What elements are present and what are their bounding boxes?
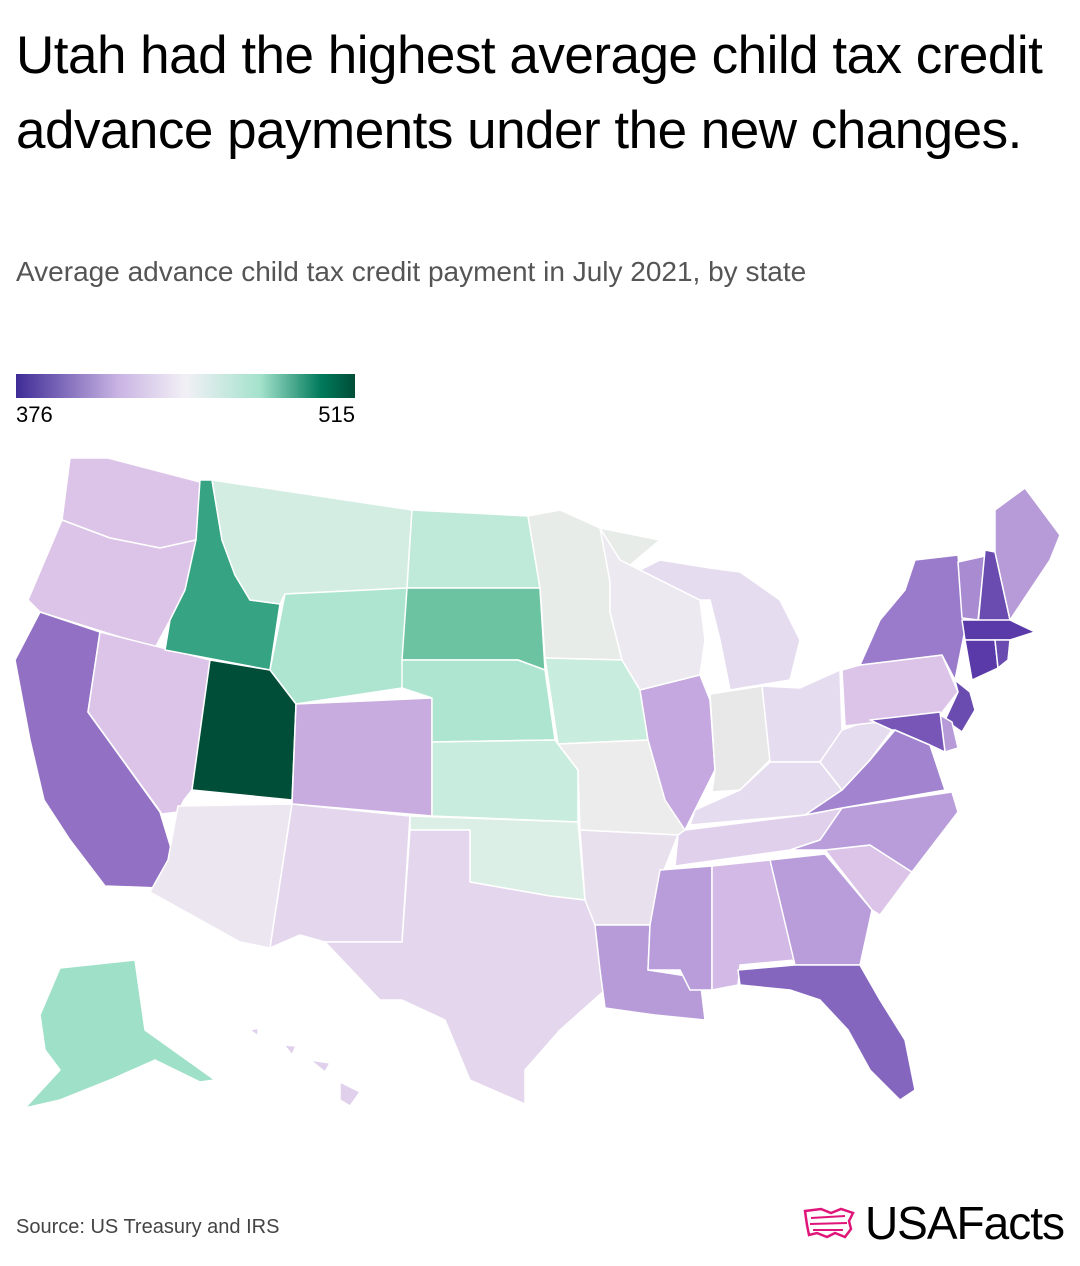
state-ak[interactable] [24, 959, 216, 1109]
us-choropleth-map [14, 457, 1061, 1109]
state-ga[interactable] [769, 853, 873, 966]
state-ny[interactable] [859, 554, 966, 681]
legend-min-label: 376 [16, 402, 53, 427]
state-md[interactable] [869, 711, 946, 753]
state-ct[interactable] [964, 639, 999, 681]
state-az[interactable] [149, 803, 293, 949]
state-sd[interactable] [401, 587, 546, 671]
state-nd[interactable] [406, 509, 541, 589]
state-me[interactable] [994, 487, 1061, 621]
state-nm[interactable] [269, 803, 411, 949]
state-co[interactable] [291, 697, 433, 817]
state-ma[interactable] [961, 619, 1036, 641]
legend-gradient-bar [16, 374, 355, 398]
chart-title: Utah had the highest average child tax c… [16, 26, 1043, 160]
state-tx[interactable] [324, 829, 606, 1105]
source-note: Source: US Treasury and IRS [16, 1216, 280, 1238]
usafacts-logo: USAFacts [801, 1196, 1065, 1250]
chart-subtitle: Average advance child tax credit payment… [16, 256, 807, 287]
legend-max-label: 515 [318, 402, 355, 427]
state-nj[interactable] [944, 679, 976, 733]
state-fl[interactable] [737, 964, 916, 1101]
state-hi[interactable] [249, 1027, 361, 1107]
state-wy[interactable] [269, 587, 408, 705]
state-mt[interactable] [211, 479, 413, 605]
state-mi[interactable] [639, 559, 801, 691]
brand-name: USAFacts [864, 1197, 1065, 1249]
state-nc[interactable] [789, 791, 959, 873]
color-legend: 376 515 [16, 374, 355, 428]
state-ri[interactable] [994, 639, 1011, 669]
state-ks[interactable] [431, 739, 579, 823]
us-flag-map-icon [803, 1207, 855, 1239]
